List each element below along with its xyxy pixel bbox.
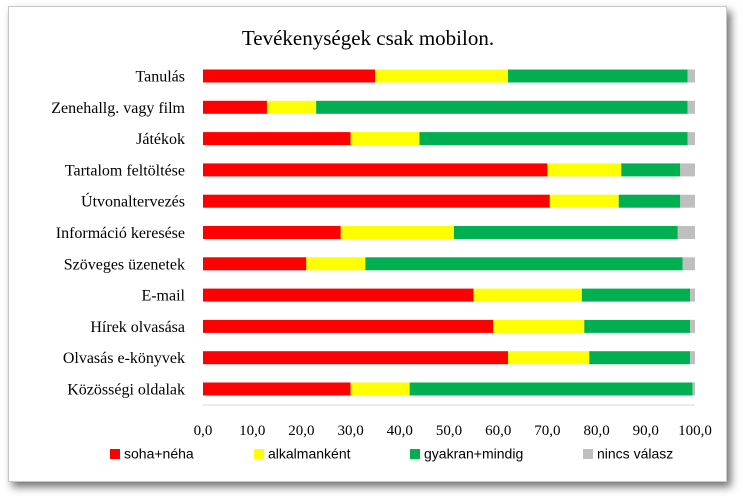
bar-segment: [203, 257, 307, 271]
legend-label: nincs válasz: [597, 446, 673, 462]
bars-group: [203, 69, 695, 396]
x-tick-label: 80,0: [583, 423, 609, 439]
bar-segment: [581, 288, 691, 302]
bar-segment: [203, 194, 550, 208]
chart-title: Tevékenységek csak mobilon.: [242, 26, 494, 50]
bar-segment: [409, 382, 693, 396]
bar-segment: [687, 132, 695, 146]
x-tick-label: 20,0: [288, 423, 314, 439]
bar-segment: [203, 319, 494, 333]
bar-segment: [692, 382, 695, 396]
x-tick-label: 30,0: [337, 423, 363, 439]
legend-label: soha+néha: [124, 446, 194, 462]
x-tick-label: 90,0: [633, 423, 659, 439]
category-label: Zenehallg. vagy film: [51, 100, 185, 117]
bar-segment: [680, 163, 695, 177]
x-tick-label: 50,0: [436, 423, 462, 439]
category-label: Útvonaltervezés: [81, 192, 185, 211]
bar-segment: [687, 69, 695, 83]
category-label: Tartalom feltöltése: [65, 162, 185, 179]
category-label: Olvasás e-könyvek: [63, 350, 185, 367]
bar-segment: [493, 319, 585, 333]
category-label: E-mail: [141, 288, 185, 305]
category-label: Közösségi oldalak: [67, 382, 185, 399]
bar-segment: [375, 69, 509, 83]
bar-segment: [682, 257, 695, 271]
x-axis: 0,0 10,0 20,0 30,0 40,0 50,0 60,0 70,0 80,0 90,0 1…: [194, 404, 712, 439]
bar-segment: [203, 132, 351, 146]
bar-segment: [316, 100, 688, 114]
bar-segment: [203, 288, 474, 302]
bar-segment: [690, 288, 695, 302]
bar-segment: [687, 100, 695, 114]
bar-segment: [266, 100, 317, 114]
x-tick-label: 100,0: [678, 423, 712, 439]
bar-segment: [680, 194, 695, 208]
bar-segment: [690, 319, 695, 333]
bar-segment: [419, 132, 688, 146]
legend-swatch: [410, 449, 420, 459]
legend-label: gyakran+mindig: [424, 446, 523, 462]
category-labels: Tanulás Zenehallg. vagy film Játékok Tartal…: [51, 69, 185, 399]
bar-segment: [350, 132, 420, 146]
bar-segment: [350, 382, 410, 396]
bar-segment: [690, 351, 695, 365]
x-tick-label: 0,0: [194, 423, 213, 439]
category-label: Hírek olvasása: [90, 319, 185, 336]
bar-segment: [508, 351, 590, 365]
bar-segment: [547, 163, 622, 177]
bar-segment: [203, 351, 509, 365]
bar-segment: [618, 194, 681, 208]
legend-label: alkalmanként: [268, 446, 351, 462]
bar-segment: [549, 194, 619, 208]
bar-segment: [203, 163, 548, 177]
x-tick-label: 40,0: [387, 423, 413, 439]
bar-segment: [453, 226, 678, 239]
x-tick-label: 10,0: [239, 423, 265, 439]
bar-segment: [589, 351, 691, 365]
bar-segment: [340, 226, 454, 239]
bar-segment: [306, 257, 366, 271]
category-label: Információ keresése: [56, 225, 185, 242]
bar-segment: [621, 163, 681, 177]
stacked-bar-chart: Tevékenységek csak mobilon. Tanulás Zeneh…: [51, 26, 712, 462]
bar-segment: [203, 100, 267, 114]
bar-segment: [584, 319, 691, 333]
x-tick-label: 60,0: [485, 423, 511, 439]
category-label: Szöveges üzenetek: [64, 256, 185, 273]
x-tick-label: 70,0: [534, 423, 560, 439]
chart-frame: Tevékenységek csak mobilon. Tanulás Zeneh…: [8, 6, 727, 482]
legend-swatch: [110, 449, 120, 459]
bar-segment: [508, 69, 688, 83]
bar-segment: [203, 226, 341, 239]
legend: soha+néha alkalmanként gyakran+mindig nincs…: [110, 446, 673, 462]
legend-swatch: [583, 449, 593, 459]
category-label: Játékok: [136, 131, 185, 148]
bar-segment: [203, 382, 351, 396]
legend-swatch: [254, 449, 264, 459]
bar-segment: [473, 288, 582, 302]
bar-segment: [677, 226, 695, 239]
bar-segment: [365, 257, 683, 271]
bar-segment: [203, 69, 376, 83]
category-label: Tanulás: [135, 69, 185, 86]
